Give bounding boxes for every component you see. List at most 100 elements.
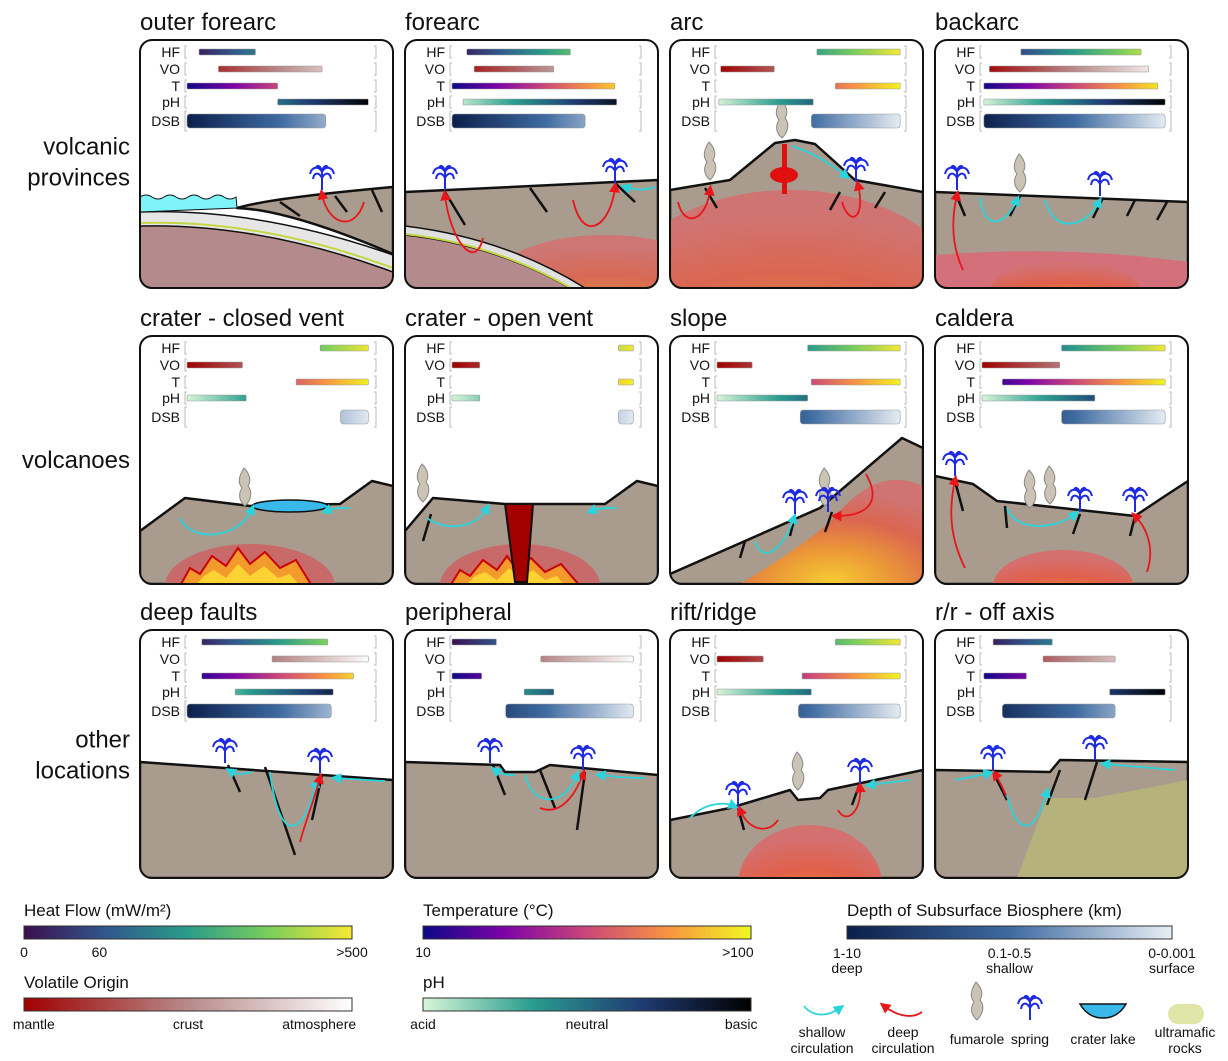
parameter-label: T [171, 374, 180, 390]
icon-label: crater lake [1070, 1031, 1136, 1047]
parameter-label: HF [956, 340, 975, 356]
parameter-bar [984, 83, 1158, 89]
parameter-label: VO [160, 61, 180, 77]
parameter-label: pH [162, 684, 180, 700]
scale-label: >500 [336, 944, 368, 960]
parameter-label: pH [427, 390, 445, 406]
parameter-bar [1043, 656, 1115, 662]
parameter-label: DSB [416, 703, 445, 719]
parameter-bar [272, 656, 368, 662]
parameter-bar [984, 114, 1165, 128]
parameter-bar [467, 49, 571, 55]
parameter-bar [817, 49, 900, 55]
rect [1168, 1004, 1204, 1024]
icon-legend [804, 982, 1204, 1024]
parameter-bar [1002, 704, 1115, 718]
parameter-bar [452, 83, 615, 89]
icon-label: deep [887, 1024, 918, 1040]
row-label: provinces [27, 165, 130, 192]
parameter-bar [187, 114, 326, 128]
parameter-bar [811, 114, 900, 128]
scale-title: pH [423, 973, 445, 992]
scale-label: shallow [986, 960, 1034, 976]
parameter-label: HF [691, 44, 710, 60]
parameter-label: T [171, 78, 180, 94]
parameter-bar [982, 362, 1060, 368]
parameter-bar [984, 673, 1027, 679]
parameter-bar [1062, 410, 1166, 424]
panel-title: crater - closed vent [140, 305, 344, 332]
panel-title: outer forearc [140, 9, 276, 36]
parameter-bar [187, 704, 331, 718]
parameter-label: VO [955, 651, 975, 667]
parameter-bar [989, 66, 1148, 72]
parameter-label: pH [692, 390, 710, 406]
parameter-label: DSB [151, 409, 180, 425]
da [884, 1006, 922, 1016]
parameter-bar [808, 345, 901, 351]
parameter-label: DSB [681, 703, 710, 719]
parameter-label: T [701, 78, 710, 94]
scale-label: atmosphere [282, 1016, 356, 1032]
parameter-bar [835, 83, 900, 89]
parameter-bar [320, 345, 368, 351]
scale-label: basic [725, 1016, 758, 1032]
parameter-label: HF [691, 634, 710, 650]
parameter-bar [993, 639, 1052, 645]
parameter-label: HF [956, 634, 975, 650]
parameter-bar [798, 704, 900, 718]
parameter-label: HF [956, 44, 975, 60]
parameter-label: pH [957, 390, 975, 406]
parameter-label: DSB [151, 703, 180, 719]
figure: outer forearcHFVOTpHDSBforearcHFVOTpHDSB… [0, 0, 1228, 1061]
body: outer forearcHFVOTpHDSBforearcHFVOTpHDSB… [0, 0, 1228, 1061]
parameter-bar [235, 689, 333, 695]
parameter-label: T [436, 78, 445, 94]
parameter-label: T [436, 668, 445, 684]
parameter-label: pH [692, 94, 710, 110]
panel-title: backarc [935, 9, 1019, 36]
scale-bar [847, 926, 1172, 939]
parameter-label: DSB [681, 409, 710, 425]
parameter-label: T [436, 374, 445, 390]
parameter-label: VO [690, 357, 710, 373]
parameter-bar [187, 395, 246, 401]
parameter-label: pH [957, 94, 975, 110]
scale-label: surface [1149, 960, 1195, 976]
parameter-bar [202, 639, 328, 645]
parameter-label: pH [957, 684, 975, 700]
parameter-bar [719, 99, 813, 105]
ellipse [770, 167, 798, 183]
parameter-label: HF [161, 340, 180, 356]
row-label: locations [35, 758, 130, 785]
parameter-label: T [966, 668, 975, 684]
scale-bar [423, 998, 751, 1011]
use [971, 982, 982, 1020]
scale-label: crust [173, 1016, 203, 1032]
scale-bar [24, 926, 352, 939]
parameter-label: VO [955, 61, 975, 77]
parameter-label: DSB [151, 113, 180, 129]
parameter-label: pH [162, 94, 180, 110]
parameter-bar [541, 656, 634, 662]
panel-title: forearc [405, 9, 480, 36]
parameter-bar [800, 410, 900, 424]
scale-label: >100 [722, 944, 754, 960]
parameter-label: HF [691, 340, 710, 356]
parameter-label: HF [426, 44, 445, 60]
parameter-label: DSB [416, 409, 445, 425]
parameter-label: T [701, 668, 710, 684]
parameter-label: pH [692, 684, 710, 700]
parameter-label: pH [162, 390, 180, 406]
scale-label: 0.1-0.5 [988, 945, 1032, 961]
parameter-bar [463, 99, 617, 105]
parameter-bar [524, 689, 554, 695]
parameter-bar [452, 639, 496, 645]
scale-title: Depth of Subsurface Biosphere (km) [847, 901, 1122, 920]
parameter-label: pH [427, 94, 445, 110]
parameter-bar [202, 673, 354, 679]
parameter-label: VO [425, 651, 445, 667]
parameter-label: DSB [681, 113, 710, 129]
parameter-label: DSB [946, 409, 975, 425]
parameter-bar [187, 83, 278, 89]
